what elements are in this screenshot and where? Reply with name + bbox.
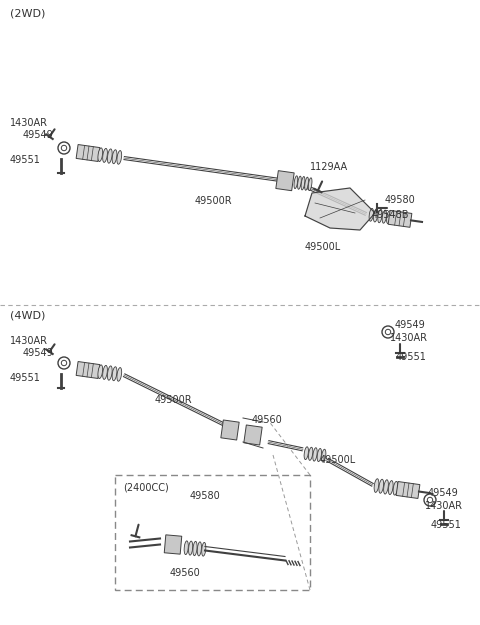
Text: 49500L: 49500L — [320, 455, 356, 465]
Ellipse shape — [184, 541, 188, 554]
Ellipse shape — [305, 177, 309, 190]
Ellipse shape — [108, 366, 112, 380]
Text: 49580: 49580 — [385, 195, 416, 205]
Text: 49549: 49549 — [428, 488, 459, 498]
Polygon shape — [76, 361, 100, 379]
Text: 49548B: 49548B — [372, 210, 409, 220]
Polygon shape — [276, 171, 294, 191]
Text: 49549: 49549 — [395, 320, 426, 330]
Polygon shape — [244, 425, 262, 445]
Ellipse shape — [193, 541, 197, 556]
Polygon shape — [76, 144, 100, 161]
Ellipse shape — [301, 176, 305, 190]
Text: 1430AR: 1430AR — [425, 501, 463, 511]
Ellipse shape — [388, 481, 393, 494]
Text: 1430AR: 1430AR — [390, 333, 428, 343]
Ellipse shape — [117, 151, 121, 164]
Ellipse shape — [189, 541, 192, 555]
Circle shape — [427, 498, 432, 502]
Ellipse shape — [103, 366, 108, 379]
Ellipse shape — [374, 479, 379, 492]
Text: 1430AR: 1430AR — [10, 336, 48, 346]
Ellipse shape — [378, 209, 382, 222]
Text: (2WD): (2WD) — [10, 8, 46, 18]
Ellipse shape — [117, 368, 121, 381]
Ellipse shape — [294, 176, 298, 189]
Text: 1129AA: 1129AA — [310, 162, 348, 172]
Text: 49560: 49560 — [170, 568, 201, 578]
Ellipse shape — [98, 365, 103, 379]
Polygon shape — [221, 420, 239, 440]
Polygon shape — [305, 188, 375, 230]
Ellipse shape — [112, 367, 117, 381]
Circle shape — [61, 360, 67, 366]
Ellipse shape — [379, 479, 384, 493]
Ellipse shape — [98, 148, 103, 161]
Bar — [115, 475, 310, 590]
Ellipse shape — [298, 176, 301, 189]
Ellipse shape — [304, 447, 309, 459]
Ellipse shape — [309, 448, 313, 461]
Text: 1430AR: 1430AR — [10, 118, 48, 128]
Text: 49500R: 49500R — [195, 196, 233, 206]
Text: 49551: 49551 — [10, 155, 41, 165]
Polygon shape — [388, 211, 412, 227]
Text: 49549: 49549 — [23, 348, 54, 358]
Text: 49560: 49560 — [252, 415, 283, 425]
Circle shape — [385, 329, 391, 335]
Text: 49551: 49551 — [431, 520, 462, 530]
Ellipse shape — [112, 150, 117, 164]
Ellipse shape — [373, 209, 378, 222]
Ellipse shape — [308, 178, 312, 191]
Text: (2400CC): (2400CC) — [123, 483, 169, 493]
Ellipse shape — [382, 210, 386, 223]
Ellipse shape — [317, 449, 322, 462]
Text: 49551: 49551 — [10, 373, 41, 383]
Text: 49500L: 49500L — [305, 242, 341, 252]
Polygon shape — [164, 535, 182, 554]
Ellipse shape — [103, 148, 108, 162]
Ellipse shape — [386, 211, 391, 224]
Ellipse shape — [369, 208, 373, 221]
Ellipse shape — [322, 449, 326, 462]
Ellipse shape — [384, 480, 388, 494]
Text: 49551: 49551 — [396, 352, 427, 362]
Ellipse shape — [197, 542, 202, 556]
Text: (4WD): (4WD) — [10, 310, 46, 320]
Text: 49580: 49580 — [190, 491, 221, 501]
Polygon shape — [396, 481, 420, 499]
Ellipse shape — [393, 481, 398, 495]
Ellipse shape — [202, 542, 206, 556]
Text: 49500R: 49500R — [155, 395, 192, 405]
Circle shape — [61, 145, 67, 151]
Ellipse shape — [313, 448, 317, 461]
Ellipse shape — [108, 149, 112, 163]
Text: 49549: 49549 — [23, 130, 54, 140]
